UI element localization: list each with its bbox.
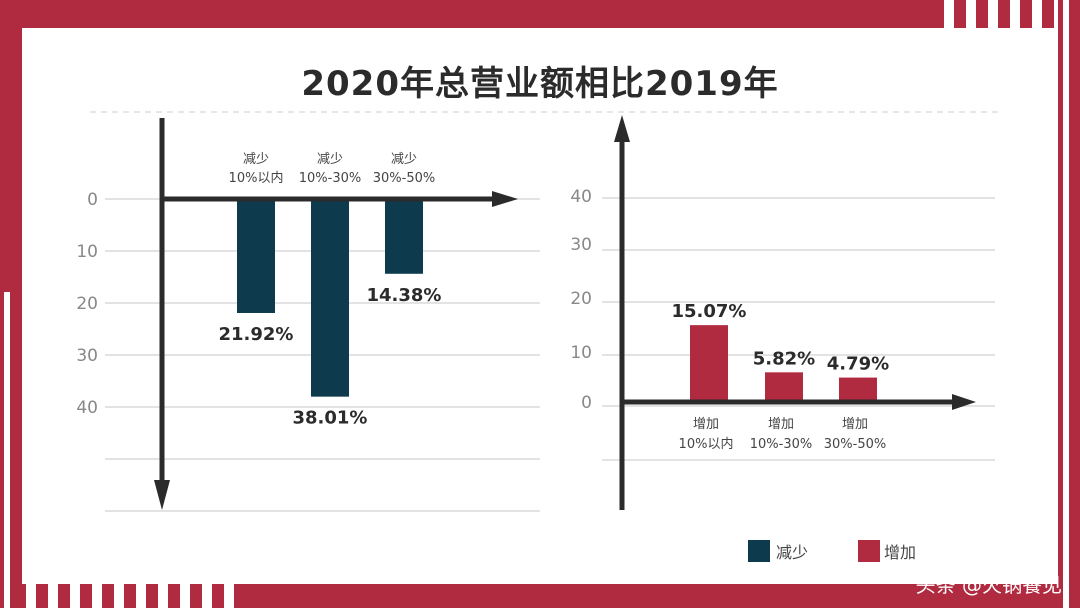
y-tick-label: 10 xyxy=(570,343,592,363)
stripe xyxy=(224,584,234,608)
data-label: 4.79% xyxy=(827,354,889,375)
stripe xyxy=(26,584,36,608)
stripe xyxy=(1032,0,1042,28)
y-tick-label: 20 xyxy=(570,289,592,309)
stripe xyxy=(944,0,954,28)
y-tick-label: 10 xyxy=(76,242,98,262)
legend-swatch xyxy=(858,540,880,562)
category-label: 增加 xyxy=(768,417,794,432)
stripe xyxy=(158,584,168,608)
stripe xyxy=(4,292,10,608)
stripe xyxy=(1010,0,1020,28)
category-label: 减少 xyxy=(391,152,417,167)
y-tick-label: 0 xyxy=(581,393,592,413)
slide-panel xyxy=(22,28,1058,584)
category-label: 10%以内 xyxy=(679,436,734,452)
stripe xyxy=(202,584,212,608)
watermark: 头条 @火锅餐见 xyxy=(915,573,1062,597)
y-axis-arrow xyxy=(154,480,170,510)
data-label: 21.92% xyxy=(219,324,294,345)
category-label: 增加 xyxy=(693,417,719,432)
y-axis-arrow xyxy=(614,115,630,142)
y-tick-label: 30 xyxy=(570,235,592,255)
legend-label: 增加 xyxy=(884,543,916,562)
data-label: 15.07% xyxy=(672,301,747,322)
stripe xyxy=(70,584,80,608)
stripe xyxy=(966,0,976,28)
data-label: 38.01% xyxy=(293,408,368,429)
y-tick-label: 0 xyxy=(87,190,98,210)
data-label: 14.38% xyxy=(367,285,442,306)
chart-title: 2020年总营业额相比2019年 xyxy=(301,64,779,104)
stripe xyxy=(1063,0,1069,608)
bar xyxy=(237,199,275,313)
stripe xyxy=(114,584,124,608)
stripe xyxy=(136,584,146,608)
y-tick-label: 40 xyxy=(570,187,592,207)
bar xyxy=(765,372,803,402)
x-axis-arrow xyxy=(492,191,518,207)
y-tick-label: 20 xyxy=(76,294,98,314)
data-label: 5.82% xyxy=(753,348,815,369)
bar xyxy=(839,377,877,402)
stripe xyxy=(180,584,190,608)
category-label: 减少 xyxy=(317,152,343,167)
stripe xyxy=(92,584,102,608)
legend-label: 减少 xyxy=(776,543,808,562)
y-tick-label: 30 xyxy=(76,346,98,366)
legend-swatch xyxy=(748,540,770,562)
category-label: 减少 xyxy=(243,152,269,167)
x-axis-arrow xyxy=(952,394,976,410)
bar xyxy=(385,199,423,274)
category-label: 30%-50% xyxy=(824,437,886,452)
stripe xyxy=(988,0,998,28)
category-label: 30%-50% xyxy=(373,171,435,186)
stripe xyxy=(48,584,58,608)
category-label: 增加 xyxy=(842,417,868,432)
y-tick-label: 40 xyxy=(76,398,98,418)
bar xyxy=(690,325,728,402)
category-label: 10%-30% xyxy=(299,171,361,186)
category-label: 10%-30% xyxy=(750,437,812,452)
category-label: 10%以内 xyxy=(229,170,284,186)
bar xyxy=(311,199,349,397)
